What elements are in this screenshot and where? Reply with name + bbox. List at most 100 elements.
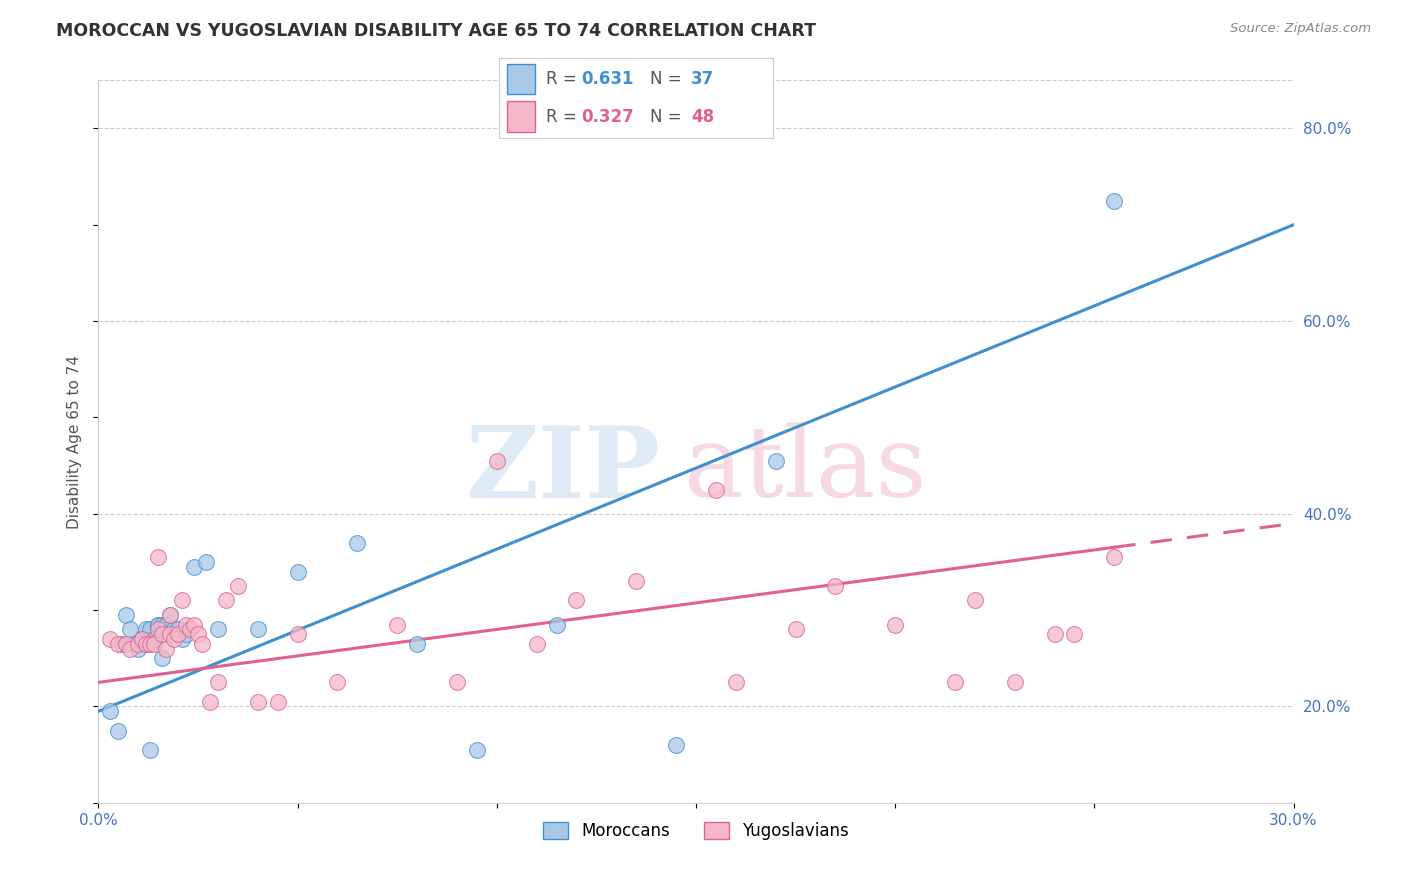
Point (172, 632, 194, 646)
Point (98, 704, 122, 718)
Point (148, 617, 170, 632)
Point (148, 617, 170, 632)
Point (172, 593, 194, 607)
Point (150, 627, 173, 641)
Point (127, 637, 149, 651)
Point (546, 617, 568, 632)
Point (385, 617, 409, 632)
Point (148, 550, 170, 565)
Point (207, 623, 229, 637)
Point (1104, 550, 1126, 565)
Point (98, 632, 122, 646)
Point (150, 651, 173, 665)
Point (187, 627, 209, 641)
Point (724, 675, 747, 690)
Point (1063, 627, 1085, 641)
Point (326, 675, 349, 690)
Point (159, 607, 181, 622)
Point (155, 617, 177, 632)
Point (665, 738, 688, 752)
Point (1043, 627, 1066, 641)
Point (215, 593, 238, 607)
Point (346, 535, 368, 549)
Point (526, 637, 548, 651)
Point (465, 743, 488, 757)
Point (127, 641, 149, 656)
Point (943, 675, 966, 690)
Point (148, 623, 170, 637)
Text: R =: R = (546, 70, 582, 87)
Point (183, 559, 205, 574)
Text: 37: 37 (692, 70, 714, 87)
Point (150, 617, 173, 632)
Point (963, 593, 986, 607)
Text: 0.327: 0.327 (582, 108, 634, 126)
Text: 0.631: 0.631 (582, 70, 634, 87)
Point (159, 607, 181, 622)
Point (115, 607, 138, 622)
Point (115, 637, 138, 651)
Point (179, 623, 201, 637)
Point (785, 623, 807, 637)
Point (485, 454, 508, 468)
Text: ZIP: ZIP (465, 422, 661, 519)
Point (139, 623, 162, 637)
Point (198, 695, 221, 709)
Point (704, 483, 727, 497)
Point (1004, 675, 1026, 690)
Point (135, 637, 157, 651)
Point (131, 632, 153, 646)
Point (139, 743, 162, 757)
Point (565, 593, 588, 607)
Point (765, 454, 787, 468)
Point (287, 565, 309, 579)
Point (159, 627, 181, 641)
Point (246, 623, 269, 637)
Point (267, 695, 290, 709)
Point (163, 632, 186, 646)
Point (626, 574, 648, 589)
Point (135, 623, 157, 637)
Text: 48: 48 (692, 108, 714, 126)
Text: R =: R = (546, 108, 582, 126)
Point (167, 623, 190, 637)
Point (107, 637, 129, 651)
Point (155, 641, 177, 656)
Point (143, 632, 166, 646)
Point (207, 675, 229, 690)
Text: N =: N = (650, 108, 686, 126)
Point (143, 632, 166, 646)
Point (135, 637, 157, 651)
Text: Source: ZipAtlas.com: Source: ZipAtlas.com (1230, 22, 1371, 36)
Point (884, 617, 907, 632)
Point (163, 623, 186, 637)
Point (183, 617, 205, 632)
Text: atlas: atlas (685, 423, 927, 518)
Point (131, 632, 153, 646)
Bar (508, 102, 534, 132)
Bar (508, 63, 534, 95)
Point (226, 579, 249, 593)
Point (446, 675, 468, 690)
Point (127, 637, 149, 651)
Point (174, 627, 197, 641)
Point (120, 623, 142, 637)
Point (143, 637, 166, 651)
Point (174, 617, 197, 632)
Point (406, 637, 429, 651)
Point (111, 637, 134, 651)
Text: N =: N = (650, 70, 686, 87)
Legend: Moroccans, Yugoslavians: Moroccans, Yugoslavians (534, 814, 858, 848)
Point (124, 637, 146, 651)
Point (107, 723, 129, 738)
Y-axis label: Disability Age 65 to 74: Disability Age 65 to 74 (67, 354, 83, 529)
Point (246, 695, 269, 709)
Point (195, 555, 218, 569)
Point (139, 637, 162, 651)
Point (191, 637, 214, 651)
Text: MOROCCAN VS YUGOSLAVIAN DISABILITY AGE 65 TO 74 CORRELATION CHART: MOROCCAN VS YUGOSLAVIAN DISABILITY AGE 6… (56, 22, 817, 40)
Point (167, 627, 190, 641)
Point (824, 579, 846, 593)
Point (287, 627, 309, 641)
Point (120, 641, 142, 656)
